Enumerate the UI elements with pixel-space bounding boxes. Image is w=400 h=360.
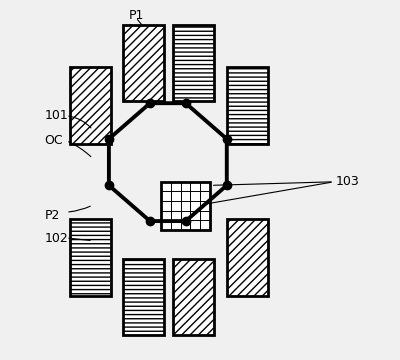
Point bbox=[182, 218, 189, 224]
Point bbox=[106, 136, 112, 142]
Text: OC: OC bbox=[45, 134, 63, 147]
Point bbox=[106, 183, 112, 188]
Bar bbox=[162, 182, 210, 230]
Bar bbox=[70, 67, 111, 144]
Bar bbox=[173, 258, 214, 336]
Text: 102: 102 bbox=[45, 233, 68, 246]
Bar bbox=[123, 24, 164, 102]
Text: P1: P1 bbox=[128, 9, 144, 22]
Point bbox=[147, 218, 153, 224]
Point bbox=[182, 100, 189, 106]
Text: P2: P2 bbox=[45, 209, 60, 222]
Bar bbox=[227, 67, 268, 144]
Bar bbox=[70, 219, 111, 296]
Bar bbox=[227, 219, 268, 296]
Point bbox=[224, 183, 230, 188]
Text: 103: 103 bbox=[336, 175, 360, 188]
Point bbox=[147, 100, 153, 106]
Bar bbox=[123, 258, 164, 336]
Text: 101: 101 bbox=[45, 109, 68, 122]
Bar bbox=[173, 24, 214, 102]
Point bbox=[224, 136, 230, 142]
